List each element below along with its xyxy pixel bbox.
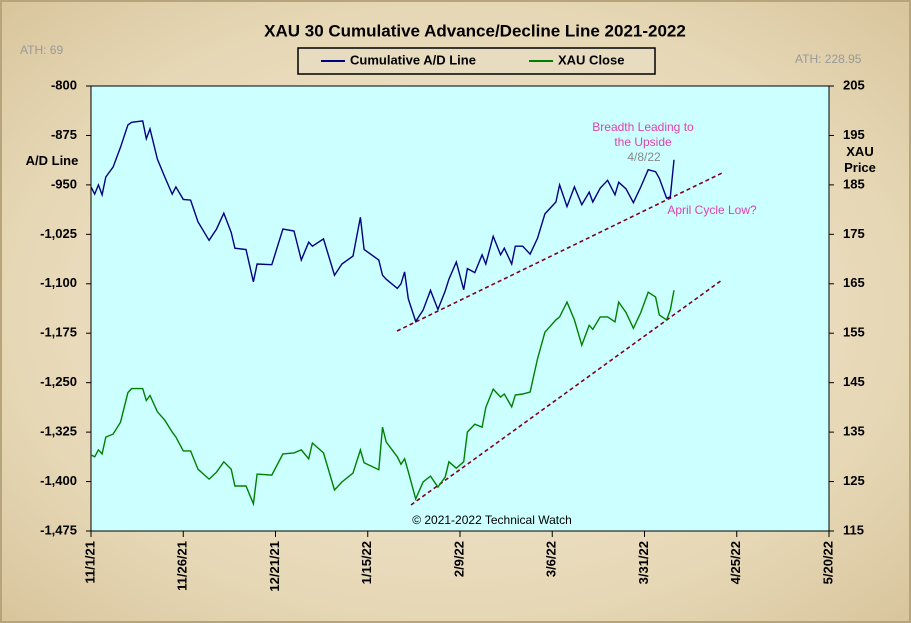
x-tick-label: 11/26/21 — [175, 541, 190, 591]
y-tick-label: -1,175 — [40, 325, 77, 340]
x-tick-label: 5/20/22 — [820, 541, 835, 584]
annotation: Breadth Leading to the Upside — [592, 120, 694, 149]
y-tick-label: -1,475 — [40, 522, 77, 537]
copyright: © 2021-2022 Technical Watch — [412, 513, 572, 527]
annotation: 4/8/22 — [627, 150, 661, 164]
y2-tick-label: 175 — [843, 226, 865, 241]
annotation: ATH: 69 — [20, 43, 64, 57]
y2-tick-label: 205 — [843, 77, 865, 92]
x-tick-label: 2/9/22 — [451, 541, 466, 577]
x-tick-label: 1/15/22 — [359, 541, 374, 584]
trend-line — [410, 279, 723, 506]
annotation: April Cycle Low? — [667, 203, 757, 217]
series-line — [90, 120, 675, 323]
x-tick-label: 3/6/22 — [544, 541, 559, 577]
y-tick-label: -1,325 — [40, 424, 77, 439]
y-tick-label: -875 — [51, 127, 77, 142]
x-tick-label: 12/21/21 — [267, 541, 282, 592]
plot-area — [90, 85, 830, 532]
y-tick-label: -1,400 — [40, 473, 77, 488]
x-tick-label: 4/25/22 — [728, 541, 743, 584]
y2-tick-label: 125 — [843, 473, 865, 488]
trend-line — [396, 172, 723, 332]
y2-tick-label: 155 — [843, 325, 865, 340]
y2-axis-label: XAU Price — [844, 144, 876, 175]
legend-label: Cumulative A/D Line — [350, 52, 476, 67]
y-tick-label: -800 — [51, 77, 77, 92]
chart-title: XAU 30 Cumulative Advance/Decline Line 2… — [264, 21, 686, 40]
y2-tick-label: 115 — [843, 522, 864, 537]
y2-tick-label: 185 — [843, 176, 865, 191]
y-tick-label: -1,025 — [40, 226, 77, 241]
y2-tick-label: 165 — [843, 275, 865, 290]
y-tick-label: -950 — [51, 176, 77, 191]
y-tick-label: -1,100 — [40, 275, 77, 290]
series-line — [90, 290, 675, 507]
y2-tick-label: 145 — [843, 374, 865, 389]
y2-tick-label: 195 — [843, 127, 865, 142]
y-axis-label: A/D Line — [25, 153, 79, 168]
annotation: ATH: 228.95 — [795, 52, 862, 66]
legend-box — [297, 47, 656, 75]
y2-tick-label: 135 — [843, 424, 865, 439]
legend-label: XAU Close — [558, 52, 624, 67]
y-tick-label: -1,250 — [40, 374, 77, 389]
x-tick-label: 11/1/21 — [82, 541, 97, 584]
x-tick-label: 3/31/22 — [636, 541, 651, 584]
